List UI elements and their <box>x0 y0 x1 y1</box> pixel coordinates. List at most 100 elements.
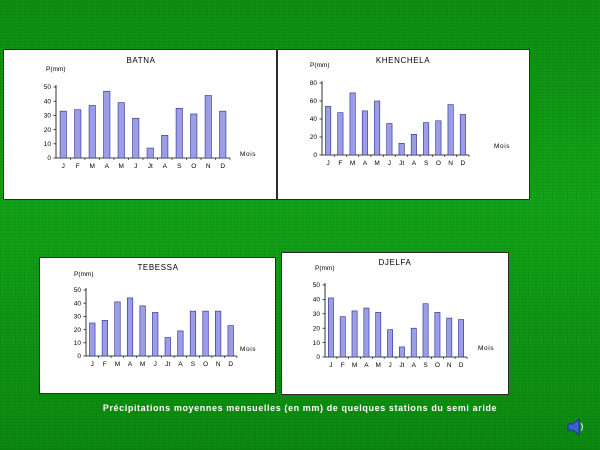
bar-m-4 <box>375 312 382 358</box>
chart-panel-batna: BATNA P(mm) Mois 0 10 20 30 40 50 J F M A M J Jt A S O N D <box>3 49 277 200</box>
y-tick-label: 30 <box>74 314 82 321</box>
bar-jt-6 <box>398 143 405 156</box>
bar-a-3 <box>361 110 368 156</box>
chart-panel-djelfa: DJELFA P(mm) Mois 0 10 20 30 40 50 J F M A M J Jt A S O N D <box>281 252 509 395</box>
chart-title: TEBESSA <box>137 263 178 272</box>
bar-o-9 <box>435 120 442 156</box>
x-tick-label: M <box>374 160 379 167</box>
bar-a-3 <box>103 90 111 159</box>
bar-j-0 <box>328 297 334 358</box>
bar-f-1 <box>339 316 346 358</box>
chart-svg-batna: BATNA P(mm) Mois 0 10 20 30 40 50 J F M A M J Jt A S O N D <box>44 56 256 170</box>
bar-a-3 <box>363 307 370 358</box>
bar-a-3 <box>126 297 134 357</box>
chart-panel-khenchela: KHENCHELA P(mm) Mois 0 20 40 60 80 J F M A M J Jt A S O N D <box>277 49 530 200</box>
x-tick-label: A <box>363 160 368 167</box>
x-tick-label: J <box>329 362 332 369</box>
bar-d-11 <box>219 110 227 159</box>
x-tick-label: J <box>388 160 391 167</box>
bar-jt-6 <box>164 337 171 357</box>
bar-n-10 <box>447 104 454 156</box>
bar-j-5 <box>132 117 140 159</box>
x-tick-label: M <box>140 361 145 368</box>
x-tick-label: J <box>134 163 137 170</box>
x-tick-label: A <box>128 361 133 368</box>
chart-panel-tebessa: TEBESSA P(mm) Mois 0 10 20 30 40 50 J F M A M J Jt A S O N D <box>39 257 276 394</box>
bar-jt-6 <box>146 147 154 159</box>
x-tick-label: F <box>76 163 80 170</box>
x-tick-label: O <box>435 362 440 369</box>
x-axis-label: Mois <box>240 346 256 353</box>
x-tick-label: O <box>191 163 196 170</box>
bar-a-7 <box>410 134 417 156</box>
bar-m-4 <box>117 102 125 159</box>
y-tick-label: 0 <box>313 152 317 159</box>
x-tick-label: D <box>220 163 225 170</box>
y-tick-label: 10 <box>44 141 52 148</box>
bar-s-8 <box>175 107 183 159</box>
x-tick-label: N <box>216 361 221 368</box>
bar-o-9 <box>434 312 441 358</box>
bar-j-0 <box>89 322 96 357</box>
y-tick-label: 20 <box>74 327 82 334</box>
x-tick-label: Jt <box>399 160 404 167</box>
x-tick-label: O <box>436 160 441 167</box>
y-axis-label: P(mm) <box>46 66 66 73</box>
x-tick-label: O <box>203 361 208 368</box>
bar-n-10 <box>215 310 222 357</box>
x-tick-label: M <box>352 362 357 369</box>
x-tick-label: N <box>447 362 452 369</box>
x-tick-label: A <box>412 160 417 167</box>
x-tick-label: M <box>119 163 124 170</box>
x-tick-label: J <box>388 362 391 369</box>
bar-m-4 <box>139 305 146 357</box>
y-tick-label: 30 <box>313 311 321 318</box>
bar-s-8 <box>189 310 197 357</box>
bar-s-8 <box>422 303 429 358</box>
y-tick-label: 40 <box>310 116 318 123</box>
x-axis-label: Mois <box>240 151 256 158</box>
y-tick-label: 0 <box>77 353 81 360</box>
x-tick-label: Jt <box>148 163 153 170</box>
y-tick-label: 50 <box>44 84 52 91</box>
bar-d-11 <box>227 325 234 357</box>
chart-title: KHENCHELA <box>376 56 430 65</box>
x-tick-label: A <box>364 362 369 369</box>
x-tick-label: F <box>338 160 342 167</box>
x-tick-label: D <box>459 362 464 369</box>
bar-n-10 <box>446 317 453 358</box>
y-tick-label: 0 <box>316 354 320 361</box>
bar-m-2 <box>114 301 121 357</box>
bar-j-0 <box>59 110 67 159</box>
bar-j-5 <box>387 329 393 358</box>
chart-title: BATNA <box>126 56 155 65</box>
x-tick-label: J <box>62 163 65 170</box>
bar-a-7 <box>177 330 184 357</box>
x-tick-label: M <box>90 163 95 170</box>
speaker-icon[interactable] <box>566 416 586 438</box>
x-tick-label: M <box>376 362 381 369</box>
y-tick-label: 80 <box>310 80 318 87</box>
x-tick-label: A <box>412 362 417 369</box>
x-tick-label: D <box>228 361 233 368</box>
bar-m-2 <box>349 92 356 156</box>
x-tick-label: J <box>154 361 157 368</box>
bar-o-9 <box>190 113 198 159</box>
bar-jt-6 <box>399 346 405 358</box>
bar-f-1 <box>101 320 108 357</box>
y-tick-label: 0 <box>47 155 51 162</box>
bar-o-9 <box>202 310 209 357</box>
y-tick-label: 10 <box>74 340 82 347</box>
x-tick-label: A <box>105 163 110 170</box>
y-tick-label: 40 <box>74 300 82 307</box>
x-tick-label: Jt <box>399 362 404 369</box>
x-tick-label: S <box>423 362 428 369</box>
bar-j-5 <box>152 312 159 357</box>
bar-m-4 <box>374 100 381 156</box>
y-tick-label: 10 <box>313 340 321 347</box>
y-axis-label: P(mm) <box>74 271 94 278</box>
x-tick-label: M <box>350 160 355 167</box>
x-tick-label: Jt <box>165 361 170 368</box>
